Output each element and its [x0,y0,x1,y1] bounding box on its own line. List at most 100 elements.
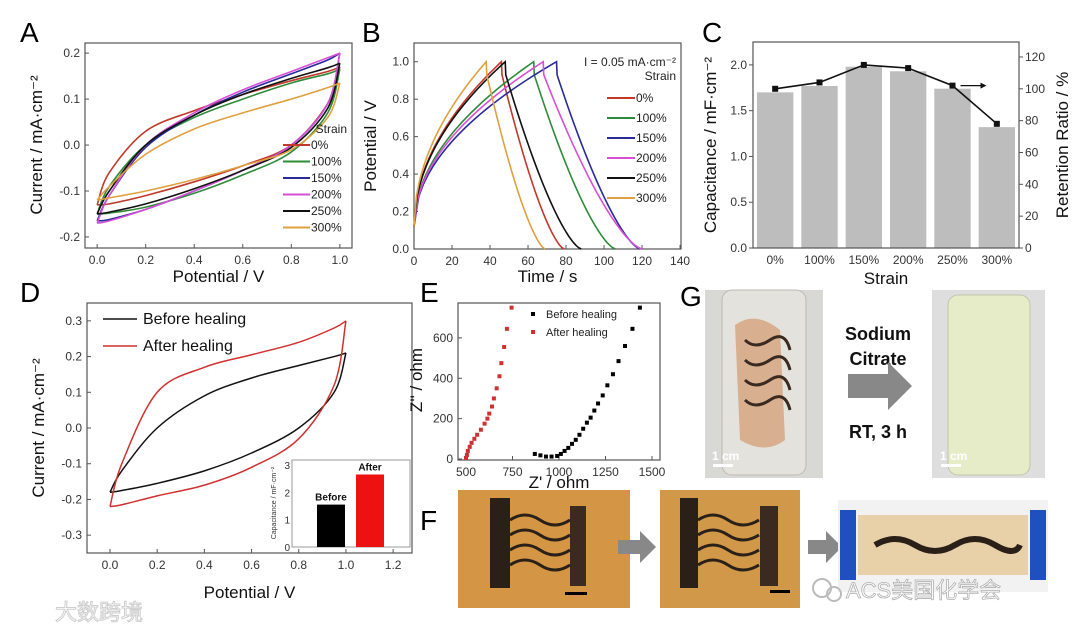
charts: 0.0 0.2 0.4 0.6 0.8 1.0 -0.2 -0.1 0.0 0.1 0.2 Poten… [27,41,1072,602]
panel-label-f: F [420,505,437,536]
arrow-text-line-1: Sodium [845,324,911,344]
retention-point-150% [860,61,867,68]
plot-frame [413,42,682,250]
legend-label: After healing [546,327,608,339]
x-tick-label: 1.2 [385,558,402,572]
clamp-left [840,510,856,580]
nyquist-point-Before healing [555,453,560,458]
y-tick-label: 200 [433,412,453,426]
inset-y-tick-label: 1 [284,516,290,527]
y-axis-label: Current / mA·cm⁻² [27,75,46,215]
panel-label-g: G [680,281,702,312]
capacitance-bar-200% [889,71,927,248]
x-tick-label: 0.2 [137,253,154,267]
y2-tick-label: 80 [1025,114,1039,128]
legend-label: Before healing [143,311,246,328]
nyquist-point-After healing [485,416,490,421]
arrow-icon [618,531,656,563]
serpentine-wires [873,536,1023,554]
y-tick-label: 0.0 [63,138,80,152]
nyquist-point-After healing [497,374,502,379]
legend-marker [531,330,535,334]
cv-curve-After healing-reverse [109,320,347,508]
nyquist-point-Before healing [600,393,605,398]
x-tick-label: 40 [483,254,497,268]
x-tick-label: 0 [411,254,418,268]
watermark-left: 大数跨境 [55,600,143,625]
retention-point-100% [816,79,823,86]
x-tick-label: 300% [981,253,1012,267]
panel-e-axes: 500 750 1000 1250 1500 0 200 400 600 Z' / ohm Z'' … [407,302,666,492]
gcd-curve-0% [413,59,565,250]
arrow-text-line-2: Citrate [849,349,906,369]
x-tick-label: 20 [445,254,459,268]
y-tick-label: -0.1 [61,457,82,471]
nyquist-point-Before healing [616,359,621,364]
panel-d-axes: 0.0 0.2 0.4 0.6 0.8 1.0 1.2 -0.3 -0.2 -0.1 0.0 0.1 0… [29,302,413,602]
panel-g-photos: 1 cm Sodium Citrate RT, 3 h 1 cm [705,289,1045,478]
x-tick-label: 60 [521,254,535,268]
x-tick-label: 150% [848,253,879,267]
nyquist-point-Before healing [596,401,601,406]
y-tick-label: 1.5 [730,104,747,118]
clamp-right [1030,510,1046,580]
arrow-icon [808,531,842,563]
nyquist-point-Before healing [532,451,537,456]
cv-curve-250%-forward [96,62,341,215]
y-tick-label: -0.2 [61,492,82,506]
vial-dissolved [947,294,1031,476]
retention-point-300% [993,120,1000,127]
panel-f-photos [458,490,1048,608]
inset-y-tick-label: 0 [284,543,290,554]
nyquist-point-Before healing [573,437,578,442]
inset-bar-label: After [358,463,381,474]
x-axis-label: Z' / ohm [529,473,590,492]
nyquist-point-Before healing [584,420,589,425]
legend-title: Strain [316,122,347,136]
x-axis-label: Strain [864,269,908,288]
retention-point-250% [949,82,956,89]
legend-label: Before healing [546,309,617,321]
scale-bar [713,464,733,467]
y-axis-label: Z'' / ohm [407,348,426,412]
scale-bar [770,590,790,593]
nyquist-point-After healing [490,404,495,409]
nyquist-point-After healing [491,396,496,401]
capacitance-bar-0% [756,92,794,248]
scale-bar-label: 1 cm [712,449,739,463]
panel-b-axes: 0 20 40 60 80 100 120 140 0.0 0.2 0.4 0.6 0.8 1.0 Time… [361,42,690,286]
arrow-icon [848,362,912,410]
y-tick-label: 600 [433,331,453,345]
y-axis-label: Capacitance / mF·cm⁻² [701,57,720,234]
x-tick-label: 1.0 [338,558,355,572]
y2-tick-label: 0 [1025,241,1032,255]
cv-curve-After healing-forward [109,320,347,507]
legend-label: 0% [636,91,654,105]
nyquist-point-After healing [475,432,480,437]
nyquist-point-Before healing [623,343,628,348]
serpentine-wires [509,513,571,572]
x-tick-label: 100% [804,253,835,267]
y-tick-label: 0.0 [392,242,409,256]
y-tick-label: 0.5 [730,195,747,209]
nyquist-point-Before healing [549,454,554,459]
y-tick-label: 1.0 [730,149,747,163]
x-tick-label: 250% [937,253,968,267]
y2-tick-label: 20 [1025,209,1039,223]
x-tick-label: 0.0 [89,253,106,267]
plot-frame [752,41,1020,249]
y-tick-label: 0.2 [65,350,82,364]
inset-bar-After [356,474,384,547]
x-tick-label: 750 [502,465,522,479]
nyquist-point-Before healing [566,445,571,450]
x-axis-label: Potential / V [204,583,296,602]
cv-curve-Before healing-forward [109,352,347,493]
cv-curve-200%-reverse [96,52,341,224]
x-tick-label: 0.6 [234,253,251,267]
capacitance-bar-150% [845,66,883,248]
y2-axis-label: Retention Ratio / % [1053,72,1072,218]
capacitance-bar-300% [978,127,1016,248]
y2-tick-label: 40 [1025,177,1039,191]
x-tick-label: 0.0 [102,558,119,572]
x-tick-label: 120 [632,254,652,268]
